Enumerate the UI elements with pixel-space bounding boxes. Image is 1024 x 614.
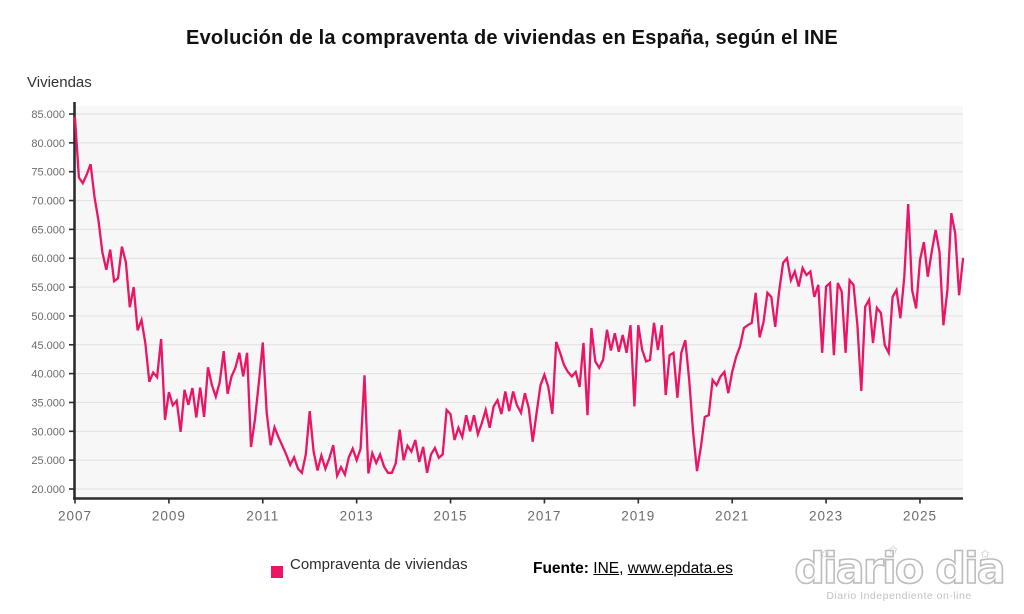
legend-swatch-icon	[271, 566, 283, 578]
svg-text:55.000: 55.000	[31, 282, 65, 294]
svg-text:2017: 2017	[527, 509, 561, 524]
svg-text:20.000: 20.000	[31, 484, 65, 496]
legend-label: Compraventa de viviendas	[290, 556, 468, 573]
svg-text:40.000: 40.000	[31, 369, 65, 381]
svg-text:2023: 2023	[809, 509, 843, 524]
svg-text:60.000: 60.000	[31, 253, 65, 265]
svg-text:45.000: 45.000	[31, 340, 65, 352]
svg-text:2025: 2025	[903, 509, 937, 524]
svg-text:35.000: 35.000	[31, 397, 65, 409]
svg-text:25.000: 25.000	[31, 455, 65, 467]
svg-text:50.000: 50.000	[31, 311, 65, 323]
watermark-name: diario dia	[793, 544, 1006, 594]
source-separator: ,	[619, 560, 628, 577]
chart-title: Evolución de la compraventa de viviendas…	[186, 27, 838, 49]
source-link-epdata[interactable]: www.epdata.es	[627, 560, 733, 577]
svg-text:2013: 2013	[340, 509, 374, 524]
svg-text:65.000: 65.000	[31, 224, 65, 236]
svg-text:2019: 2019	[621, 509, 655, 524]
svg-text:80.000: 80.000	[31, 138, 65, 150]
svg-text:75.000: 75.000	[31, 167, 65, 179]
svg-text:2021: 2021	[715, 509, 749, 524]
svg-text:30.000: 30.000	[31, 426, 65, 438]
source-link-ine[interactable]: INE	[593, 560, 620, 577]
source-line: Fuente: INE, www.epdata.es	[533, 560, 733, 578]
svg-text:2015: 2015	[434, 509, 468, 524]
chart-footer: Compraventa de viviendas Fuente: INE, ww…	[0, 543, 1024, 602]
svg-text:70.000: 70.000	[31, 196, 65, 208]
svg-text:2009: 2009	[152, 509, 186, 524]
y-axis-title: Viviendas	[27, 74, 92, 91]
svg-text:2007: 2007	[58, 509, 92, 524]
source-prefix: Fuente:	[533, 560, 589, 577]
legend: Compraventa de viviendas	[271, 556, 468, 578]
svg-text:85.000: 85.000	[31, 109, 65, 121]
svg-text:2011: 2011	[246, 509, 279, 524]
